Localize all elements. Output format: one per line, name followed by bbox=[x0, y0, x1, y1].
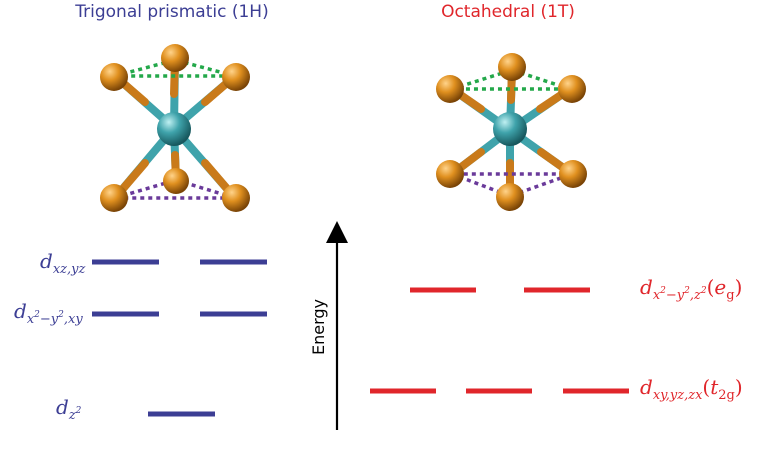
left-title: Trigonal prismatic (1H) bbox=[74, 2, 268, 22]
orbital-base: d bbox=[40, 249, 53, 273]
bottom-triangle bbox=[451, 172, 573, 198]
bottom-triangle bbox=[114, 178, 236, 200]
octahedral-molecule bbox=[436, 53, 587, 211]
left-energy-levels bbox=[92, 259, 267, 417]
metal-atom bbox=[157, 112, 191, 146]
label-dz2: dz2 bbox=[56, 395, 82, 423]
chalcogen-atom bbox=[436, 160, 464, 188]
chalcogen-atom bbox=[559, 160, 587, 188]
label-dx2y2xy: dx2−y2,xy bbox=[14, 299, 83, 327]
label-t2g: dxy,yz,zx(t2g) bbox=[640, 375, 743, 403]
orbital-subscript: xz,yz bbox=[53, 262, 86, 277]
trigonal-prismatic-molecule bbox=[100, 44, 250, 212]
energy-axis-label: Energy bbox=[309, 299, 328, 355]
chalcogen-atom bbox=[100, 63, 128, 91]
right-energy-levels bbox=[370, 287, 629, 394]
chalcogen-atom bbox=[161, 44, 189, 72]
chalcogen-atom bbox=[222, 63, 250, 91]
label-dxzyz: dxz,yz bbox=[40, 249, 85, 277]
chalcogen-atom bbox=[558, 75, 586, 103]
metal-atom bbox=[493, 112, 527, 146]
label-eg: dx2−y2,z2(eg) bbox=[640, 275, 742, 303]
chalcogen-atom bbox=[498, 53, 526, 81]
chalcogen-atom bbox=[163, 168, 189, 194]
top-triangle bbox=[114, 58, 236, 78]
chalcogen-atom bbox=[100, 184, 128, 212]
chalcogen-atom bbox=[436, 75, 464, 103]
right-title: Octahedral (1T) bbox=[441, 2, 575, 22]
chalcogen-atom bbox=[496, 183, 524, 211]
chalcogen-atom bbox=[222, 184, 250, 212]
